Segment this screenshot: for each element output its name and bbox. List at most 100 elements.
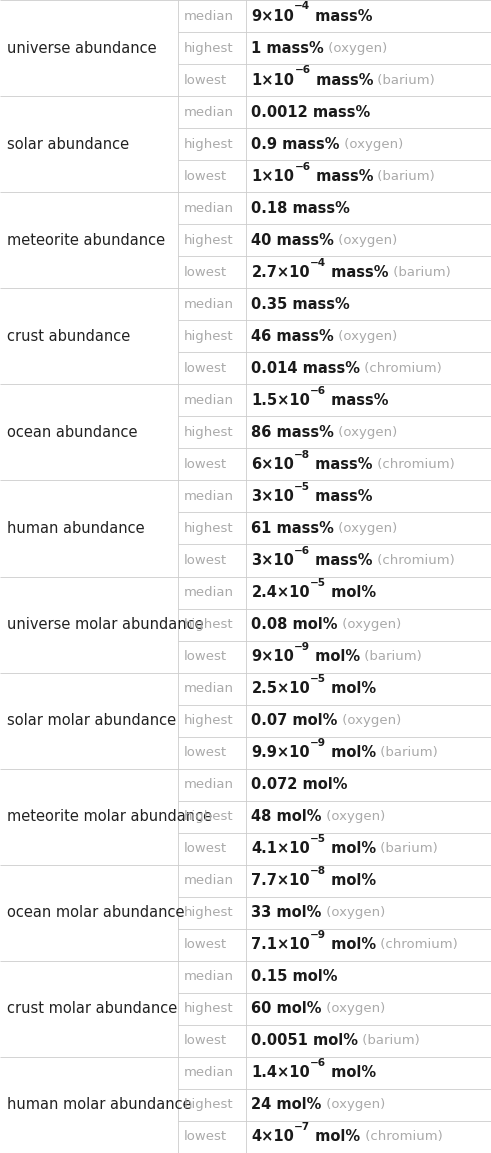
Text: 3×10: 3×10: [251, 553, 294, 568]
Text: 2.7×10: 2.7×10: [251, 265, 310, 280]
Text: (oxygen): (oxygen): [334, 330, 397, 342]
Text: mass%: mass%: [310, 457, 373, 472]
Text: 1 mass%: 1 mass%: [251, 40, 324, 55]
Text: highest: highest: [184, 1099, 233, 1111]
Text: (barium): (barium): [373, 169, 435, 182]
Text: lowest: lowest: [184, 553, 227, 567]
Text: meteorite abundance: meteorite abundance: [7, 233, 165, 248]
Text: 7.1×10: 7.1×10: [251, 937, 310, 952]
Text: (oxygen): (oxygen): [334, 522, 398, 535]
Text: mol%: mol%: [326, 585, 376, 600]
Text: 1.4×10: 1.4×10: [251, 1065, 310, 1080]
Text: (barium): (barium): [360, 650, 422, 663]
Text: 0.15 mol%: 0.15 mol%: [251, 970, 338, 985]
Text: lowest: lowest: [184, 265, 227, 279]
Text: median: median: [184, 106, 234, 119]
Text: lowest: lowest: [184, 650, 227, 663]
Text: 0.35 mass%: 0.35 mass%: [251, 296, 350, 311]
Text: solar molar abundance: solar molar abundance: [7, 713, 176, 729]
Text: (oxygen): (oxygen): [322, 906, 385, 919]
Text: 1×10: 1×10: [251, 168, 295, 183]
Text: (chromium): (chromium): [373, 553, 455, 567]
Text: 3×10: 3×10: [251, 489, 294, 504]
Text: mol%: mol%: [326, 681, 376, 696]
Text: (oxygen): (oxygen): [322, 811, 385, 823]
Text: −4: −4: [310, 257, 326, 267]
Text: highest: highest: [184, 714, 233, 728]
Text: mass%: mass%: [310, 168, 373, 183]
Text: (chromium): (chromium): [360, 1130, 442, 1144]
Text: (barium): (barium): [376, 842, 438, 856]
Text: 0.072 mol%: 0.072 mol%: [251, 777, 348, 792]
Text: −6: −6: [310, 386, 327, 395]
Text: 0.07 mol%: 0.07 mol%: [251, 713, 338, 729]
Text: −8: −8: [310, 866, 326, 876]
Text: lowest: lowest: [184, 939, 227, 951]
Text: median: median: [184, 778, 234, 791]
Text: lowest: lowest: [184, 1034, 227, 1047]
Text: (oxygen): (oxygen): [324, 42, 387, 54]
Text: highest: highest: [184, 1002, 233, 1016]
Text: (chromium): (chromium): [360, 362, 442, 375]
Text: mol%: mol%: [326, 842, 376, 857]
Text: 0.0051 mol%: 0.0051 mol%: [251, 1033, 358, 1048]
Text: 4×10: 4×10: [251, 1130, 294, 1145]
Text: human abundance: human abundance: [7, 521, 145, 536]
Text: median: median: [184, 297, 234, 311]
Text: 46 mass%: 46 mass%: [251, 329, 334, 344]
Text: lowest: lowest: [184, 74, 227, 86]
Text: mass%: mass%: [310, 489, 373, 504]
Text: 7.7×10: 7.7×10: [251, 873, 310, 888]
Text: median: median: [184, 490, 234, 503]
Text: (oxygen): (oxygen): [340, 137, 403, 151]
Text: 48 mol%: 48 mol%: [251, 809, 322, 824]
Text: 33 mol%: 33 mol%: [251, 905, 322, 920]
Text: universe abundance: universe abundance: [7, 40, 157, 55]
Text: −9: −9: [294, 642, 310, 651]
Text: (chromium): (chromium): [376, 939, 458, 951]
Text: 9×10: 9×10: [251, 649, 294, 664]
Text: universe molar abundance: universe molar abundance: [7, 617, 204, 632]
Text: 2.5×10: 2.5×10: [251, 681, 310, 696]
Text: (barium): (barium): [373, 74, 435, 86]
Text: median: median: [184, 9, 234, 23]
Text: −5: −5: [294, 482, 310, 492]
Text: median: median: [184, 202, 234, 214]
Text: (oxygen): (oxygen): [334, 234, 398, 247]
Text: ocean molar abundance: ocean molar abundance: [7, 905, 185, 920]
Text: 60 mol%: 60 mol%: [251, 1001, 322, 1017]
Text: (oxygen): (oxygen): [322, 1099, 385, 1111]
Text: mass%: mass%: [310, 73, 373, 88]
Text: highest: highest: [184, 906, 233, 919]
Text: mass%: mass%: [310, 8, 373, 23]
Text: mass%: mass%: [327, 393, 389, 408]
Text: lowest: lowest: [184, 458, 227, 470]
Text: −5: −5: [310, 578, 326, 588]
Text: (oxygen): (oxygen): [338, 714, 401, 728]
Text: 86 mass%: 86 mass%: [251, 424, 334, 440]
Text: −6: −6: [295, 66, 310, 75]
Text: −6: −6: [295, 161, 310, 172]
Text: mol%: mol%: [326, 873, 376, 888]
Text: −4: −4: [294, 1, 310, 12]
Text: −6: −6: [294, 545, 310, 556]
Text: 1.5×10: 1.5×10: [251, 393, 310, 408]
Text: mol%: mol%: [310, 649, 360, 664]
Text: median: median: [184, 394, 234, 407]
Text: −9: −9: [310, 738, 326, 748]
Text: −5: −5: [310, 675, 326, 684]
Text: median: median: [184, 1067, 234, 1079]
Text: 61 mass%: 61 mass%: [251, 521, 334, 536]
Text: lowest: lowest: [184, 169, 227, 182]
Text: highest: highest: [184, 618, 233, 631]
Text: −5: −5: [310, 834, 326, 844]
Text: ocean abundance: ocean abundance: [7, 424, 138, 440]
Text: −9: −9: [310, 930, 326, 940]
Text: (oxygen): (oxygen): [338, 618, 401, 631]
Text: crust molar abundance: crust molar abundance: [7, 1001, 178, 1017]
Text: (barium): (barium): [376, 746, 438, 759]
Text: 0.0012 mass%: 0.0012 mass%: [251, 105, 371, 120]
Text: solar abundance: solar abundance: [7, 136, 130, 152]
Text: lowest: lowest: [184, 842, 227, 856]
Text: mass%: mass%: [310, 553, 373, 568]
